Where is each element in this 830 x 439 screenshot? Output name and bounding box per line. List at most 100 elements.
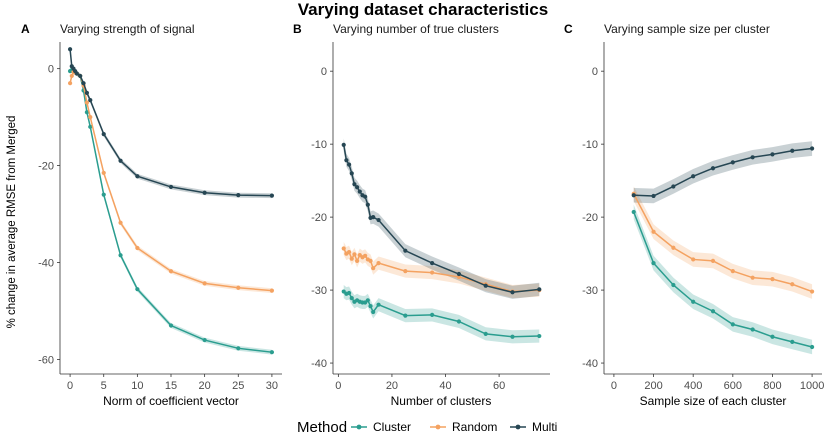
legend-label-random: Random	[452, 420, 497, 434]
panel-a-y-tick-label: -60	[38, 354, 54, 366]
panel-b-point-multi	[357, 189, 362, 194]
panel-a-point-cluster	[202, 337, 207, 343]
panel-b-point-random	[349, 256, 354, 261]
legend-item-cluster: Cluster	[351, 420, 411, 434]
panel-b-y-tick-label: 0	[321, 66, 327, 78]
panel-c-band-random	[633, 186, 813, 299]
panel-a-point-multi	[101, 131, 106, 137]
panel-b-point-random	[456, 274, 462, 280]
panel-c: C Varying sample size per cluster Sample…	[564, 22, 824, 408]
figure-title: Varying dataset characteristics	[298, 0, 548, 19]
panel-c-y-tick-label: -20	[582, 212, 598, 224]
panel-c-x-tick-label: 0	[611, 380, 617, 392]
panel-b-band-cluster	[343, 284, 540, 344]
panel-b-point-cluster	[483, 331, 488, 336]
panel-b-point-multi	[371, 215, 376, 220]
panel-a-y-tick-label: -20	[38, 161, 54, 173]
legend-label-cluster: Cluster	[373, 420, 411, 434]
panel-a-x-tick-label: 0	[67, 380, 73, 392]
panel-a-point-random	[69, 73, 74, 79]
panel-b-point-cluster	[510, 334, 515, 339]
panel-a-point-random	[269, 288, 275, 293]
panel-a-point-multi	[118, 158, 123, 163]
panel-a-point-random	[101, 170, 106, 175]
panel-b-point-multi	[403, 248, 408, 253]
panel-b-point-cluster	[456, 319, 462, 324]
panel-c-point-multi	[671, 184, 676, 189]
panel-b-point-multi	[344, 158, 349, 163]
panel-c-point-multi	[770, 152, 775, 157]
panel-a-point-multi	[81, 81, 86, 86]
panel-b: B Varying number of true clusters Number…	[293, 22, 550, 408]
panel-c-point-random	[730, 269, 735, 274]
panel-a-point-cluster	[236, 346, 241, 351]
panel-b-point-multi	[341, 142, 346, 147]
panel-b-band-random	[343, 241, 540, 299]
panel-b-point-cluster	[349, 296, 354, 301]
panel-b-point-random	[355, 258, 360, 264]
panel-a-y-tick-label: 0	[48, 64, 54, 76]
panel-c-point-multi	[790, 148, 795, 153]
panel-a-point-random	[202, 281, 207, 286]
panel-a-x-tick-label: 25	[232, 380, 244, 392]
panel-a-point-cluster	[88, 124, 93, 129]
panel-b-point-random	[430, 270, 435, 275]
panel-c-point-cluster	[671, 282, 676, 288]
panel-b-point-random	[376, 260, 381, 266]
panel-c-point-multi	[631, 193, 636, 198]
panel-b-y-tick-label: -30	[311, 285, 327, 297]
panel-c-point-multi	[710, 166, 716, 171]
panel-c-x-tick-label: 200	[644, 380, 662, 392]
panel-b-point-multi	[365, 202, 370, 207]
panel-a-point-multi	[168, 184, 174, 190]
y-axis-label: % change in average RMSE from Merged	[6, 116, 18, 329]
panel-c-y-tick-label: -40	[582, 358, 598, 370]
panel-c-point-multi	[651, 193, 656, 199]
panel-a-point-multi	[88, 98, 93, 103]
panel-c-y-tick-label: 0	[592, 66, 598, 78]
panel-b-point-random	[403, 269, 408, 274]
panel-b-x-tick-label: 40	[439, 380, 451, 392]
panel-b-point-cluster	[365, 298, 370, 303]
legend-title: Method	[297, 419, 347, 436]
panel-a-point-random	[168, 269, 174, 274]
panel-c-point-cluster	[651, 260, 656, 266]
panel-c-point-cluster	[770, 334, 775, 339]
panel-c-point-random	[691, 257, 696, 262]
panel-b-point-cluster	[371, 309, 376, 315]
panel-c-point-random	[809, 289, 815, 294]
panel-c-point-random	[651, 229, 656, 234]
panel-b-x-tick-label: 20	[386, 380, 398, 392]
panel-b-point-random	[341, 246, 346, 251]
legend-item-random: Random	[430, 420, 497, 434]
panel-b-point-multi	[355, 185, 360, 190]
panel-c-point-random	[790, 282, 795, 287]
panel-b-point-multi	[456, 271, 462, 277]
panel-a-point-multi	[269, 193, 275, 198]
panel-b-x-tick-label: 0	[335, 380, 341, 392]
legend-marker-cluster	[356, 424, 362, 430]
panel-b-y-tick-label: -10	[311, 139, 327, 151]
panel-a-point-random	[84, 100, 90, 105]
panel-c-line-random	[633, 193, 813, 293]
panel-c-point-cluster	[750, 327, 755, 332]
panel-b-y-tick-label: -40	[311, 358, 327, 370]
panel-c-point-cluster	[730, 322, 735, 327]
panel-b-point-multi	[363, 194, 368, 199]
panel-c-point-random	[750, 275, 755, 280]
panel-c-point-cluster	[691, 299, 696, 304]
panel-a-point-multi	[236, 193, 241, 198]
panel-a-point-random	[88, 115, 93, 120]
panel-a-point-multi	[67, 47, 73, 52]
panel-a-y-tick-label: -40	[38, 258, 54, 270]
panel-a-point-multi	[135, 174, 140, 179]
panel-c-title: Varying sample size per cluster	[604, 22, 770, 36]
panel-a-point-random	[135, 245, 140, 251]
panel-a-title: Varying strength of signal	[60, 22, 195, 36]
panel-c-band-multi	[633, 141, 813, 204]
panel-c-line-multi	[633, 147, 813, 197]
panel-a-x-label: Norm of coefficient vector	[103, 394, 239, 408]
panel-b-point-random	[368, 258, 373, 264]
panel-a-point-cluster	[118, 253, 123, 258]
